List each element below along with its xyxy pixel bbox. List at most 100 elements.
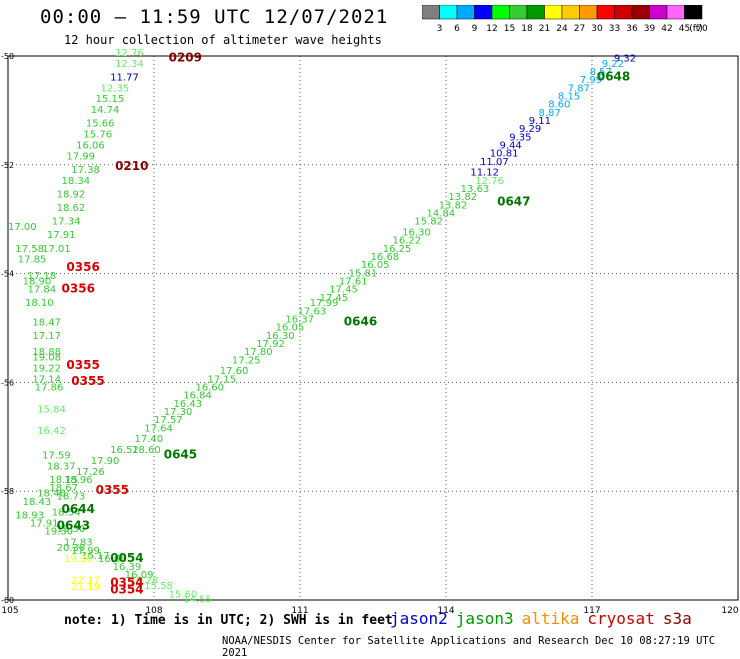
color-scale-legend: 3 6 9 12 15 18 21 24 27 30 33 36 39 42 45 70(ft)	[422, 5, 708, 34]
wave-height-label: 19.30	[45, 527, 74, 538]
y-tick-label: -56	[1, 378, 14, 387]
wave-height-label: 16.22	[392, 236, 421, 247]
wave-height-label: 11.07	[480, 157, 509, 168]
pass-time-label: 0356	[62, 282, 95, 296]
wave-height-label: 13.82	[448, 192, 477, 203]
y-tick-label: -54	[1, 270, 14, 279]
wave-height-label: 18.67	[49, 483, 78, 494]
scale-label: 27	[574, 24, 585, 34]
wave-height-label: 17.90	[91, 456, 120, 467]
chart-title: 00:00 – 11:59 UTC 12/07/2021	[40, 6, 389, 28]
pass-time-label: 0354	[110, 575, 143, 589]
wave-height-label: 16.09	[125, 570, 154, 581]
scale-label: 6	[454, 24, 460, 34]
wave-height-label: 18.73	[57, 491, 86, 502]
wave-height-label: 18.60	[132, 445, 161, 456]
pass-time-label: 0643	[57, 518, 90, 532]
wave-height-label: 14.55	[183, 595, 212, 606]
credit-line: NOAA/NESDIS Center for Satellite Applica…	[222, 635, 716, 659]
x-tick-label: 117	[583, 606, 600, 616]
wave-height-label: 13.63	[461, 184, 490, 195]
scale-label: 24	[556, 24, 568, 34]
wave-height-label: 9.22	[602, 59, 624, 70]
scale-label: 45	[679, 24, 690, 34]
plot-frame	[7, 55, 739, 601]
x-tick-label: 108	[145, 606, 162, 616]
wave-height-label: 17.59	[42, 451, 71, 462]
wave-height-label: 16.52	[110, 445, 139, 456]
wave-height-label: 17.84	[27, 285, 56, 296]
wave-height-label: 12.34	[115, 59, 144, 70]
pass-time-label: 0648	[597, 69, 630, 83]
pass-time-label: 0054	[110, 551, 143, 565]
wave-height-label: 16.05	[276, 323, 305, 334]
pass-time-label: 0355	[96, 483, 129, 497]
wave-height-label: 17.15	[208, 374, 237, 385]
wave-height-label: 18.46	[37, 489, 66, 500]
wave-height-label: 17.91	[47, 230, 76, 241]
wave-height-label: 18.37	[47, 461, 76, 472]
wave-height-label: 10.81	[490, 149, 519, 160]
wave-height-label: 15.66	[86, 119, 115, 130]
wave-height-label: 8.87	[538, 108, 560, 119]
pass-time-label: 0210	[115, 159, 148, 173]
y-tick-label: -58	[1, 487, 14, 496]
wave-height-label: 17.64	[144, 423, 173, 434]
scale-label: 39	[644, 24, 656, 34]
wave-height-label: 16.43	[173, 399, 202, 410]
wave-height-label: 18.93	[15, 510, 44, 521]
pass-time-label: 0354	[110, 582, 143, 596]
scale-label: 18	[521, 24, 533, 34]
wave-height-label: 15.82	[414, 217, 443, 228]
satellite-legend: jason2 jason3 altika cryosat s3a	[390, 609, 700, 628]
wave-height-label: 17.30	[164, 407, 193, 418]
wave-height-label: 17.14	[32, 374, 61, 385]
wave-height-label: 16.30	[266, 331, 295, 342]
wave-height-label: 17.86	[35, 383, 64, 394]
wave-height-label: 17.17	[32, 331, 61, 342]
wave-height-label: 17.83	[64, 538, 93, 549]
pass-time-label: 0645	[164, 448, 197, 462]
wave-height-label: 19.22	[32, 364, 61, 375]
wave-height-label: 19.08	[32, 353, 61, 364]
wave-height-label: 18.34	[62, 176, 91, 187]
wave-height-label: 16.17	[81, 551, 110, 562]
wave-height-label: 16.30	[402, 228, 431, 239]
wave-height-label: 18.96	[64, 475, 93, 486]
wave-height-label: 17.26	[76, 467, 105, 478]
wave-height-label: 12.76	[115, 48, 144, 59]
wave-height-label: 9.35	[509, 132, 531, 143]
wave-height-label: 18.15	[49, 475, 78, 486]
wave-height-label: 17.01	[42, 244, 71, 255]
scale-label: 42	[661, 24, 672, 34]
scale-label: 15	[504, 24, 515, 34]
wave-height-label: 18.54	[52, 508, 81, 519]
wave-height-label: 20.30	[57, 543, 86, 554]
wave-height-label: 7.87	[568, 83, 590, 94]
wave-height-label: 19.30	[64, 554, 93, 565]
pass-time-label: 0356	[66, 260, 99, 274]
wave-height-label: 17.58	[15, 244, 44, 255]
wave-height-label: 16.39	[113, 562, 142, 573]
chart-subtitle: 12 hour collection of altimeter wave hei…	[64, 33, 382, 47]
scale-label: 3	[437, 24, 443, 34]
legend-cryosat: cryosat	[587, 609, 655, 628]
wave-height-label: 17.63	[298, 306, 327, 317]
wave-height-label: 9.29	[519, 124, 541, 135]
pass-time-label: 0209	[169, 50, 202, 64]
wave-height-label: 12.35	[100, 83, 129, 94]
scale-label: 30	[591, 24, 603, 34]
wave-height-label: 16.05	[361, 260, 390, 271]
pass-time-label: 0355	[71, 374, 104, 388]
wave-height-label: 18.10	[25, 298, 54, 309]
scale-unit: (ft)	[689, 24, 703, 34]
legend-jason2: jason2	[390, 609, 448, 628]
x-tick-label: 120	[721, 606, 738, 616]
wave-height-label: 17.00	[8, 222, 37, 233]
scale-label: 12	[486, 24, 497, 34]
wave-height-label: 17.57	[154, 415, 183, 426]
wave-height-label: 17.45	[319, 293, 348, 304]
wave-height-label: 18.90	[23, 276, 52, 287]
legend-s3a: s3a	[662, 609, 692, 628]
wave-height-label: 17.99	[71, 546, 100, 557]
